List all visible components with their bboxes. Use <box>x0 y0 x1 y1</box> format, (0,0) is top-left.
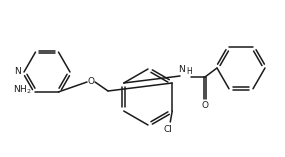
Text: H: H <box>186 67 192 76</box>
Text: Cl: Cl <box>164 125 173 134</box>
Text: N: N <box>178 65 185 74</box>
Text: O: O <box>87 78 95 87</box>
Text: O: O <box>201 101 209 110</box>
Text: N: N <box>14 68 21 76</box>
Text: NH$_2$: NH$_2$ <box>13 84 31 96</box>
